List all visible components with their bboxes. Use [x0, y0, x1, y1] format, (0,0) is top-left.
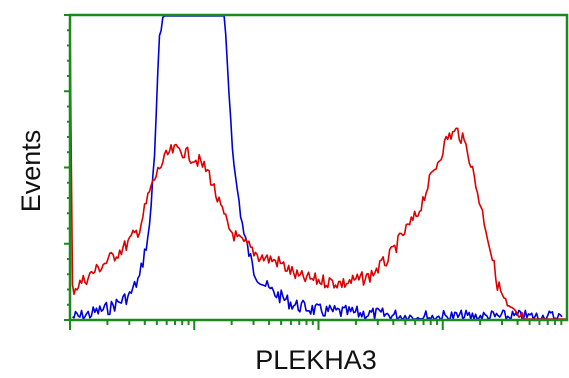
ticks-layer [64, 14, 563, 330]
series-layer [69, 15, 568, 321]
series-1-line [69, 15, 568, 321]
y-axis-label: Events [16, 130, 46, 213]
series-0-line [72, 15, 563, 320]
plot-frame [68, 13, 569, 322]
x-axis-label: PLEKHA3 [255, 345, 377, 375]
